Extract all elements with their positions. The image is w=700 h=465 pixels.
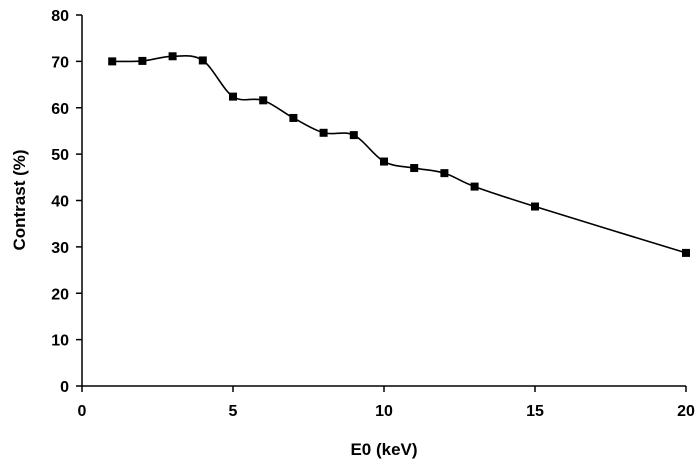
data-point-3 bbox=[168, 52, 177, 61]
series-line-0 bbox=[112, 54, 687, 254]
y-tick-label-0: 0 bbox=[60, 379, 69, 396]
y-tick-label-40: 40 bbox=[51, 194, 69, 211]
series-layer bbox=[108, 52, 690, 257]
data-point-7 bbox=[289, 113, 298, 122]
y-tick-label-80: 80 bbox=[51, 8, 69, 25]
data-point-20 bbox=[682, 248, 690, 257]
data-point-2 bbox=[138, 56, 147, 65]
y-tick-label-10: 10 bbox=[51, 333, 69, 350]
data-point-6 bbox=[259, 96, 268, 105]
data-point-15 bbox=[531, 202, 539, 211]
data-point-1 bbox=[108, 57, 117, 66]
data-point-11 bbox=[410, 164, 419, 173]
data-point-8 bbox=[319, 128, 328, 137]
data-point-4 bbox=[198, 56, 207, 65]
axes bbox=[81, 15, 686, 387]
data-point-5 bbox=[229, 92, 237, 101]
y-tick-label-30: 30 bbox=[51, 240, 69, 257]
y-tick-label-50: 50 bbox=[51, 147, 69, 164]
x-axis-title: E0 (keV) bbox=[350, 440, 417, 459]
y-tick-label-70: 70 bbox=[51, 54, 69, 71]
x-tick-label-20: 20 bbox=[677, 403, 695, 420]
x-tick-label-10: 10 bbox=[375, 403, 393, 420]
ticks: 0 10 20 30 40 50 60 70 80 0 5 10 15 20 bbox=[51, 8, 695, 420]
x-tick-label-0: 0 bbox=[78, 403, 87, 420]
x-tick-label-15: 15 bbox=[526, 403, 544, 420]
data-point-13 bbox=[470, 182, 479, 191]
data-point-9 bbox=[349, 131, 358, 140]
y-axis-title: Contrast (%) bbox=[10, 149, 29, 250]
y-tick-label-20: 20 bbox=[51, 286, 69, 303]
x-tick-label-5: 5 bbox=[229, 403, 238, 420]
y-tick-label-60: 60 bbox=[51, 101, 69, 118]
data-point-10 bbox=[380, 157, 388, 166]
data-point-12 bbox=[440, 169, 449, 178]
